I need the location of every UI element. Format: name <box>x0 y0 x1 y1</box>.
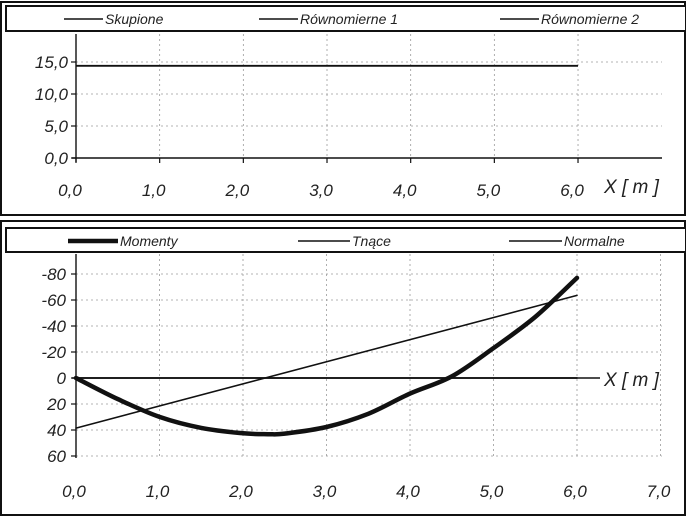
top-x-tick-label: 0,0 <box>58 181 82 200</box>
top-x-tick-label: 1,0 <box>142 181 166 200</box>
bottom-y-tick-label: 40 <box>47 421 66 440</box>
legend-normalne: Normalne <box>564 233 625 249</box>
top-y-tick-label: 15,0 <box>35 53 69 72</box>
top-y-tick-label: 0,0 <box>44 149 68 168</box>
legend-momenty: Momenty <box>120 233 179 249</box>
top-axes <box>72 34 662 162</box>
legend-rownomierne-2: Równomierne 2 <box>541 11 639 27</box>
top-chart: 15,0 10,0 5,0 0,0 0,0 1,0 2,0 3,0 4,0 5,0 6,0 X [… <box>5 5 686 200</box>
bottom-x-axis-label: X [ m ] <box>603 370 660 391</box>
bottom-y-tick-label: 0 <box>57 369 67 388</box>
bottom-x-tick-label: 5,0 <box>480 482 504 501</box>
top-x-ticks: 0,0 1,0 2,0 3,0 4,0 5,0 6,0 <box>58 158 584 200</box>
bottom-x-tick-label: 3,0 <box>313 482 337 501</box>
bottom-x-tick-label: 4,0 <box>396 482 420 501</box>
bottom-x-tick-label: 1,0 <box>146 482 170 501</box>
top-y-ticks: 15,0 10,0 5,0 0,0 <box>35 53 76 168</box>
bottom-y-tick-label: -40 <box>41 317 66 336</box>
bottom-chart-frame <box>0 220 686 516</box>
bottom-series-tnace <box>75 294 578 429</box>
top-x-axis-label: X [ m ] <box>603 177 660 198</box>
top-chart-frame <box>0 1 686 216</box>
bottom-y-tick-label: -20 <box>41 343 66 362</box>
top-x-tick-label: 6,0 <box>560 181 584 200</box>
bottom-series <box>73 275 580 437</box>
bottom-x-ticks: 0,0 1,0 2,0 3,0 4,0 5,0 6,0 7,0 <box>62 482 671 501</box>
bottom-y-tick-label: 60 <box>47 447 66 466</box>
top-x-tick-label: 5,0 <box>477 181 501 200</box>
top-x-tick-label: 4,0 <box>393 181 417 200</box>
bottom-legend-box <box>5 227 686 253</box>
bottom-x-tick-label: 6,0 <box>563 482 587 501</box>
bottom-x-tick-label: 2,0 <box>228 482 253 501</box>
bottom-chart: -80 -60 -40 -20 0 20 40 60 0,0 1,0 2,0 3,0 4,0 5,0 6,… <box>5 227 686 501</box>
bottom-y-ticks: -80 -60 -40 -20 0 20 40 60 <box>41 265 76 466</box>
bottom-series-momenty <box>73 275 580 437</box>
legend-skupione: Skupione <box>105 11 164 27</box>
top-x-tick-label: 2,0 <box>225 181 250 200</box>
top-legend-box <box>5 5 686 32</box>
legend-tnace: Tnące <box>352 233 391 249</box>
bottom-y-tick-label: -80 <box>41 265 66 284</box>
bottom-x-tick-label: 0,0 <box>62 482 86 501</box>
bottom-y-tick-label: 20 <box>46 395 66 414</box>
legend-rownomierne-1: Równomierne 1 <box>300 11 398 27</box>
top-y-tick-label: 10,0 <box>35 85 69 104</box>
bottom-x-tick-label: 7,0 <box>647 482 671 501</box>
top-x-tick-label: 3,0 <box>309 181 333 200</box>
bottom-y-tick-label: -60 <box>41 291 66 310</box>
top-y-tick-label: 5,0 <box>44 117 68 136</box>
